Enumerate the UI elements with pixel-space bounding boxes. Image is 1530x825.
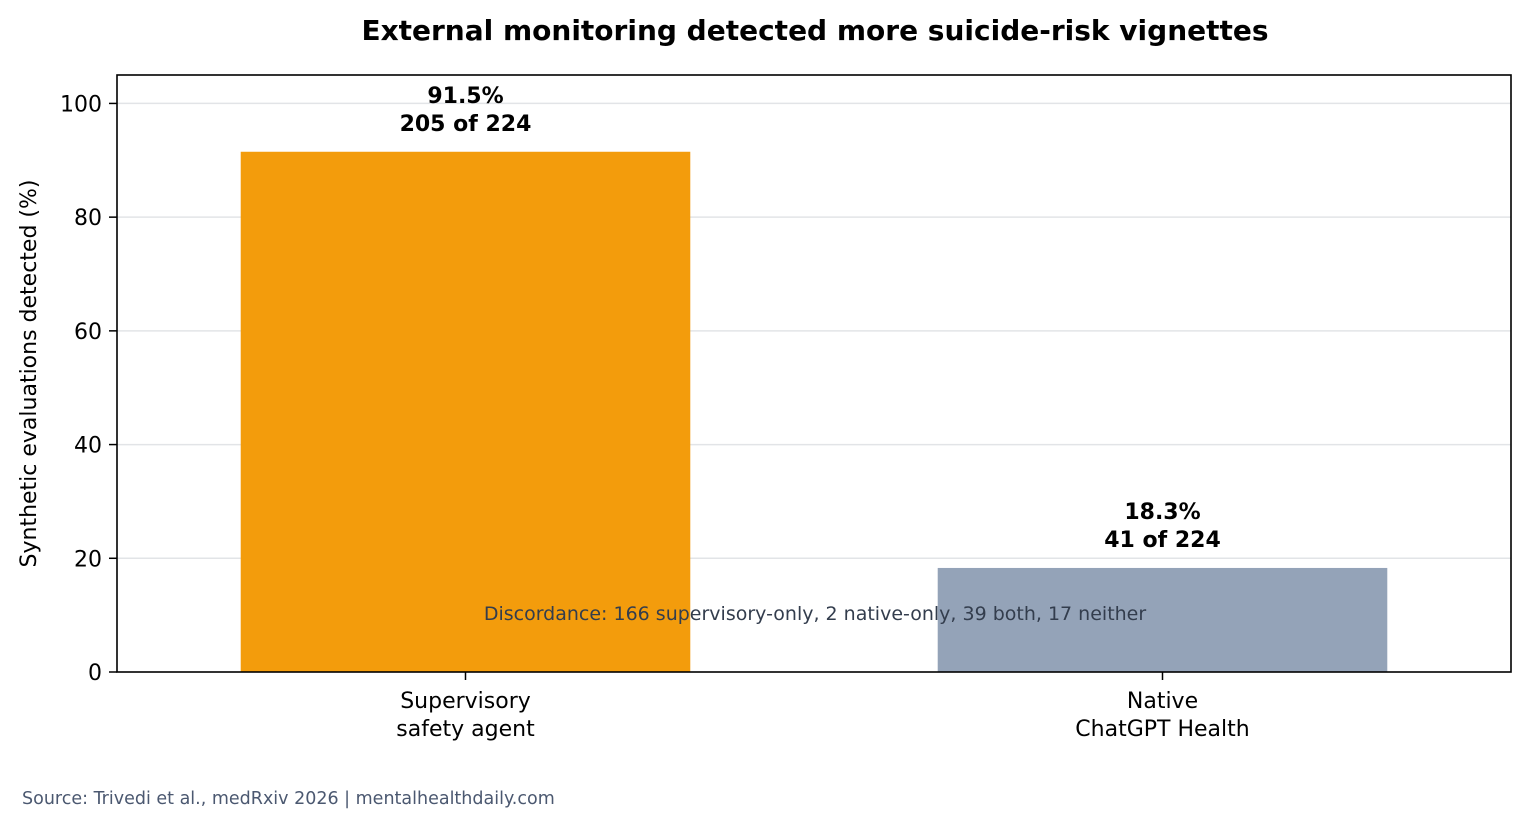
value-label: 91.5% [427, 84, 503, 109]
y-tick-label: 60 [74, 320, 102, 345]
plot-area-frame [116, 74, 1512, 673]
bars [240, 151, 1388, 672]
x-axis-ticks: Supervisory safety agent Native ChatGPT Hea… [396, 672, 1250, 742]
data-labels: 91.5% 205 of 224 18.3% 41 of 224 [400, 84, 1221, 553]
y-tick-label: 0 [88, 661, 102, 686]
x-tick-label: ChatGPT Health [1075, 717, 1249, 742]
count-label: 41 of 224 [1104, 528, 1221, 553]
chart-title: External monitoring detected more suicid… [361, 14, 1268, 47]
bar [937, 567, 1388, 672]
x-tick-label: safety agent [396, 717, 535, 742]
x-tick-label: Supervisory [400, 689, 531, 714]
y-tick-label: 40 [74, 434, 102, 459]
x-tick-label: Native [1127, 689, 1198, 714]
y-axis-label: Synthetic evaluations detected (%) [17, 180, 42, 568]
y-axis-ticks: 0 20 40 60 80 100 [60, 92, 117, 686]
discordance-annotation: Discordance: 166 supervisory-only, 2 nat… [484, 603, 1147, 625]
y-tick-label: 80 [74, 206, 102, 231]
y-tick-label: 100 [60, 92, 102, 117]
source-note: Source: Trivedi et al., medRxiv 2026 | m… [22, 789, 555, 809]
value-label: 18.3% [1124, 500, 1200, 525]
y-tick-label: 20 [74, 547, 102, 572]
count-label: 205 of 224 [400, 112, 532, 137]
bar [240, 151, 691, 672]
